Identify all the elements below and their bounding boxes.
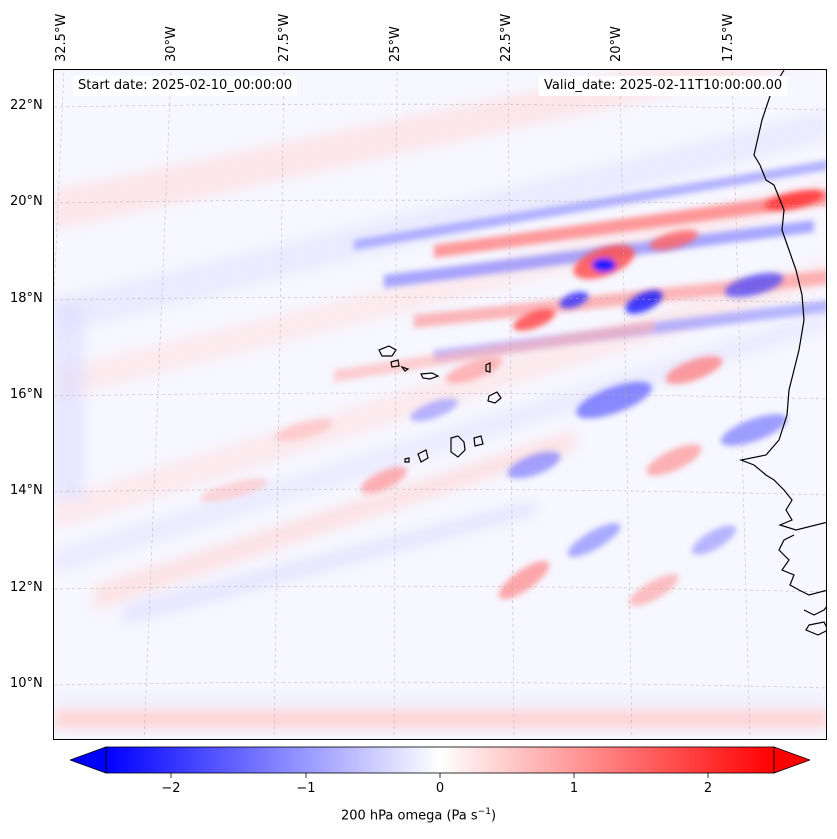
- lat-label-20n: 20°N: [10, 194, 43, 209]
- lat-label-16n: 16°N: [10, 387, 43, 402]
- lat-label-14n: 14°N: [10, 483, 43, 498]
- coastline: [738, 70, 826, 636]
- colorbar-min-extend: [70, 746, 107, 774]
- colorbar-ticks: [170, 773, 709, 778]
- lat-label-22n: 22°N: [10, 98, 43, 113]
- colorbar-tick-label: −2: [161, 781, 181, 796]
- lon-label-17-5w: 17.5°W: [721, 13, 736, 62]
- colorbar: [70, 746, 810, 778]
- colorbar-max-extend: [773, 746, 810, 774]
- omega-map: [53, 69, 827, 740]
- omega-field: [54, 70, 826, 739]
- lon-label-22-5w: 22.5°W: [499, 13, 514, 62]
- graticule: [54, 70, 826, 739]
- cape-verde-islands: [378, 345, 502, 463]
- lat-label-18n: 18°N: [10, 291, 43, 306]
- colorbar-tick-label: 0: [435, 781, 445, 796]
- colorbar-tick-label: 1: [569, 781, 579, 796]
- lon-label-27-5w: 27.5°W: [277, 13, 292, 62]
- lon-label-20w: 20°W: [609, 26, 624, 62]
- colorbar-gradient: [105, 746, 775, 774]
- background-bands: [54, 70, 826, 728]
- colorbar-tick-label: −1: [296, 781, 316, 796]
- valid-date-label: Valid_date: 2025-02-11T10:00:00.00: [539, 76, 788, 96]
- lon-label-32-5w: 32.5°W: [54, 13, 69, 62]
- lat-label-10n: 10°N: [10, 676, 43, 691]
- lat-label-12n: 12°N: [10, 580, 43, 595]
- lon-label-30w: 30°W: [164, 26, 179, 62]
- start-date-label: Start date: 2025-02-10_00:00:00: [73, 76, 298, 96]
- lon-label-25w: 25°W: [388, 26, 403, 62]
- convective-cells: [200, 189, 824, 607]
- colorbar-title: 200 hPa omega (Pa s−1): [340, 807, 497, 824]
- colorbar-tick-label: 2: [703, 781, 713, 796]
